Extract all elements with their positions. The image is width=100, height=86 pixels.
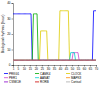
y-tick-mark xyxy=(12,65,14,66)
legend-label: CSNK1E xyxy=(9,80,21,84)
x-tick: 1 xyxy=(13,65,15,71)
y-tick: 30 xyxy=(7,17,13,21)
x-tick: 70 xyxy=(95,65,99,71)
x-tick: 15 xyxy=(29,65,33,71)
series-line xyxy=(13,11,96,61)
y-tick: 20 xyxy=(7,32,13,36)
series-line xyxy=(13,11,96,61)
legend: PRKG1CAMK4CLOCKPER1AANATMAPK8CSNK1ERORBC… xyxy=(4,72,82,84)
series-line xyxy=(13,53,96,61)
x-tick-label: 70 xyxy=(95,67,99,71)
y-tick-label: 20 xyxy=(7,32,11,36)
series-line xyxy=(13,60,96,61)
legend-swatch xyxy=(4,77,8,78)
x-tick: 35 xyxy=(53,65,57,71)
x-tick: 25 xyxy=(41,65,45,71)
x-tick-label: 1 xyxy=(13,67,15,71)
y-tick: 0 xyxy=(9,63,13,67)
legend-swatch xyxy=(4,73,8,74)
x-tick-label: 65 xyxy=(89,67,93,71)
y-tick-mark xyxy=(12,34,14,35)
x-tick: 40 xyxy=(59,65,63,71)
x-tick-label: 40 xyxy=(59,67,63,71)
plot-area xyxy=(13,11,96,61)
x-tick: 55 xyxy=(77,65,81,71)
x-tick-label: 15 xyxy=(29,67,33,71)
legend-swatch xyxy=(35,81,39,82)
y-tick-label: 30 xyxy=(7,17,11,21)
x-tick-label: 45 xyxy=(65,67,69,71)
legend-swatch xyxy=(35,77,39,78)
y-axis-title: Biological rhythms (hour) xyxy=(1,15,5,54)
x-tick: 60 xyxy=(83,65,87,71)
y-tick-label: 10 xyxy=(7,48,11,52)
x-tick-label: 35 xyxy=(53,67,57,71)
y-tick: 40 xyxy=(7,1,13,5)
series-line xyxy=(13,14,96,61)
legend-swatch xyxy=(66,73,70,74)
y-tick-mark xyxy=(12,19,14,20)
series-line xyxy=(13,60,96,61)
y-tick-mark xyxy=(12,3,14,4)
series-line xyxy=(13,60,96,61)
x-tick: 20 xyxy=(35,65,39,71)
y-tick-mark xyxy=(12,50,14,51)
y-axis-line xyxy=(12,4,14,66)
series-line xyxy=(13,53,96,61)
series-line xyxy=(13,60,96,61)
x-tick-label: 5 xyxy=(17,67,19,71)
x-tick-label: 20 xyxy=(35,67,39,71)
y-axis: 0 10 20 30 40 xyxy=(7,1,13,67)
x-tick-label: 25 xyxy=(41,67,45,71)
y-tick-label: 0 xyxy=(9,63,11,67)
x-tick: 10 xyxy=(23,65,27,71)
x-tick: 45 xyxy=(65,65,69,71)
legend-swatch xyxy=(35,73,39,74)
x-tick: 30 xyxy=(47,65,51,71)
x-tick-label: 10 xyxy=(23,67,27,71)
chart: 1510152025303540455055606570010203040Bio… xyxy=(0,0,100,86)
y-tick-label: 40 xyxy=(7,1,11,5)
x-tick: 50 xyxy=(71,65,75,71)
x-tick-label: 30 xyxy=(47,67,51,71)
legend-swatch xyxy=(66,77,70,78)
legend-swatch xyxy=(66,81,70,82)
legend-swatch xyxy=(4,81,8,82)
x-tick-label: 55 xyxy=(77,67,81,71)
legend-label: Cortisol xyxy=(71,80,82,84)
x-tick: 5 xyxy=(17,65,19,71)
x-tick-label: 50 xyxy=(71,67,75,71)
x-tick: 65 xyxy=(89,65,93,71)
x-axis: 1510152025303540455055606570 xyxy=(13,65,99,71)
legend-label: RORB xyxy=(40,80,49,84)
y-tick: 10 xyxy=(7,48,13,52)
x-tick-label: 60 xyxy=(83,67,87,71)
